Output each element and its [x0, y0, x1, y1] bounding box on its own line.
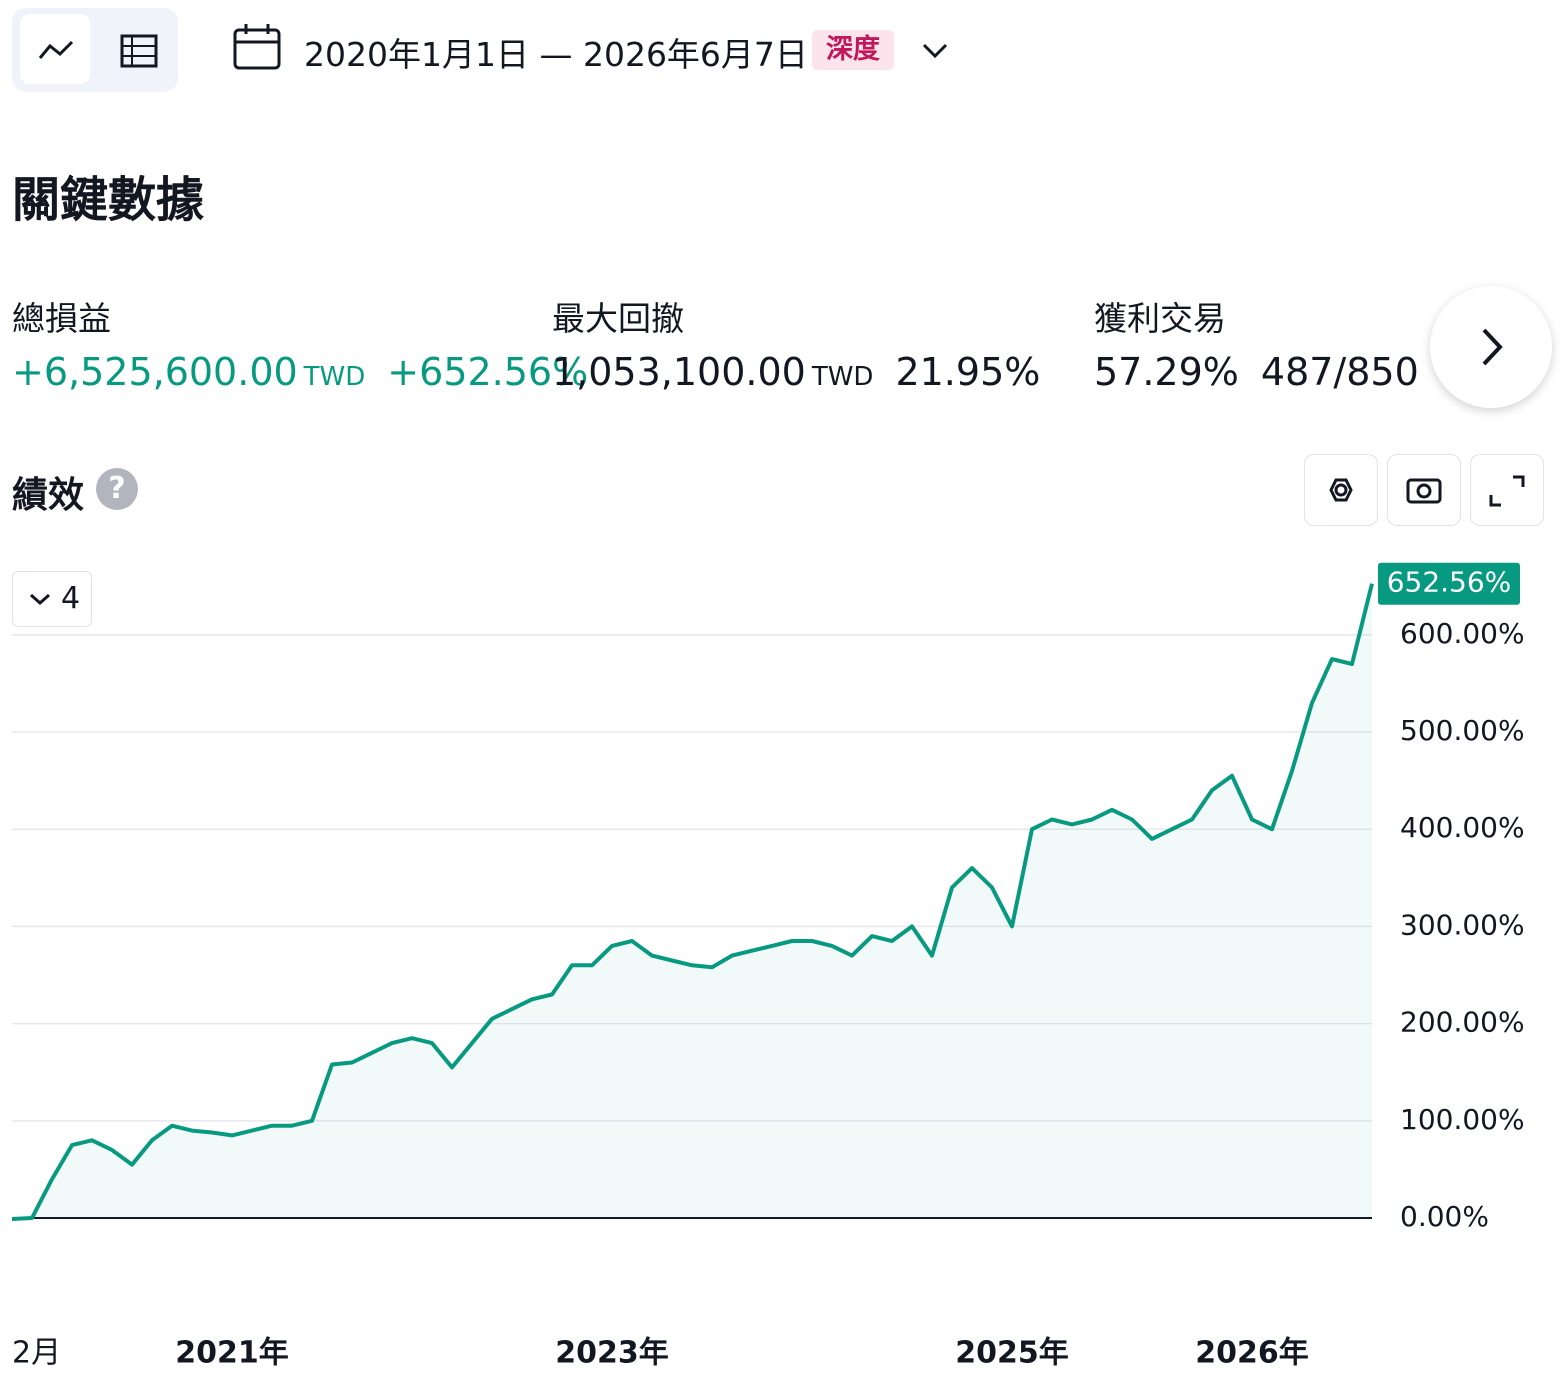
date-range: 2020年1月1日 — 2026年6月7日 — [304, 35, 808, 74]
percent: 21.95% — [895, 350, 1041, 394]
x-tick-label: 2023年 — [555, 1336, 669, 1371]
section-title: 關鍵數據 — [12, 172, 205, 228]
metric-label: 最大回撤 — [552, 299, 684, 338]
line — [11, 583, 1374, 1221]
x-tick-label: 2月 — [12, 1336, 61, 1371]
metric-value: 57.29% 487/850 — [1094, 350, 1419, 394]
y-tick-label: 200.00% — [1400, 1006, 1525, 1039]
y-tick-label: 0.00% — [1400, 1200, 1489, 1233]
unit: TWD — [303, 362, 366, 392]
x-tick-label: 2025年 — [955, 1336, 1069, 1371]
x-tick-label: 2026年 — [1195, 1336, 1309, 1371]
settings-button[interactable] — [1304, 454, 1378, 526]
chevron-down — [30, 593, 50, 606]
screenshot-button[interactable] — [1387, 454, 1461, 526]
value: 57.29% — [1094, 350, 1239, 394]
line-icon — [38, 40, 74, 59]
y-tick-label: 600.00% — [1400, 617, 1525, 650]
metric-value: +6,525,600.00 TWD +652.56% — [12, 350, 588, 394]
y-tick-label: 100.00% — [1400, 1103, 1525, 1136]
chart-view-button[interactable] — [20, 14, 90, 84]
settings-icon — [1329, 478, 1353, 502]
percent: +652.56% — [387, 350, 589, 394]
help-icon[interactable]: ? — [96, 468, 138, 510]
table-view-button[interactable] — [104, 14, 174, 84]
camera-icon — [1406, 478, 1442, 504]
calendar-icon — [233, 24, 281, 70]
series-toggle[interactable]: 4 — [12, 571, 92, 627]
last-value-label: 652.56% — [1387, 566, 1512, 599]
metric-label: 總損益 — [12, 299, 111, 338]
value: 1,053,100.00 — [552, 350, 806, 394]
area — [12, 583, 1372, 1219]
badge: 深度 — [812, 30, 894, 70]
next-button[interactable] — [1430, 286, 1552, 408]
y-tick-label: 500.00% — [1400, 714, 1525, 747]
table-icon — [120, 34, 158, 68]
y-tick-label: 300.00% — [1400, 908, 1525, 941]
expand-icon — [1489, 475, 1525, 507]
ratio: 487/850 — [1260, 350, 1419, 394]
y-tick-label: 400.00% — [1400, 811, 1525, 844]
series-count: 4 — [61, 581, 81, 616]
metric-label: 獲利交易 — [1094, 299, 1226, 338]
last-value-badge — [1378, 562, 1520, 605]
metric-value: 1,053,100.00 TWD 21.95% — [552, 350, 1040, 394]
date-range-picker[interactable] — [228, 20, 288, 84]
fullscreen-button[interactable] — [1470, 454, 1544, 526]
value: +6,525,600.00 — [12, 350, 298, 394]
unit: TWD — [811, 362, 874, 392]
performance-title: 績效 — [12, 475, 85, 516]
x-tick-label: 2021年 — [175, 1336, 289, 1371]
dropdown-chevron[interactable] — [918, 34, 952, 68]
chevron-right — [1482, 328, 1503, 366]
